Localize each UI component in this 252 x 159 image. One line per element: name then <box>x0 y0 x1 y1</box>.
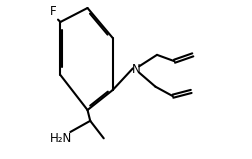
Text: H₂N: H₂N <box>50 132 72 145</box>
Text: N: N <box>132 63 141 76</box>
Text: F: F <box>50 5 56 18</box>
